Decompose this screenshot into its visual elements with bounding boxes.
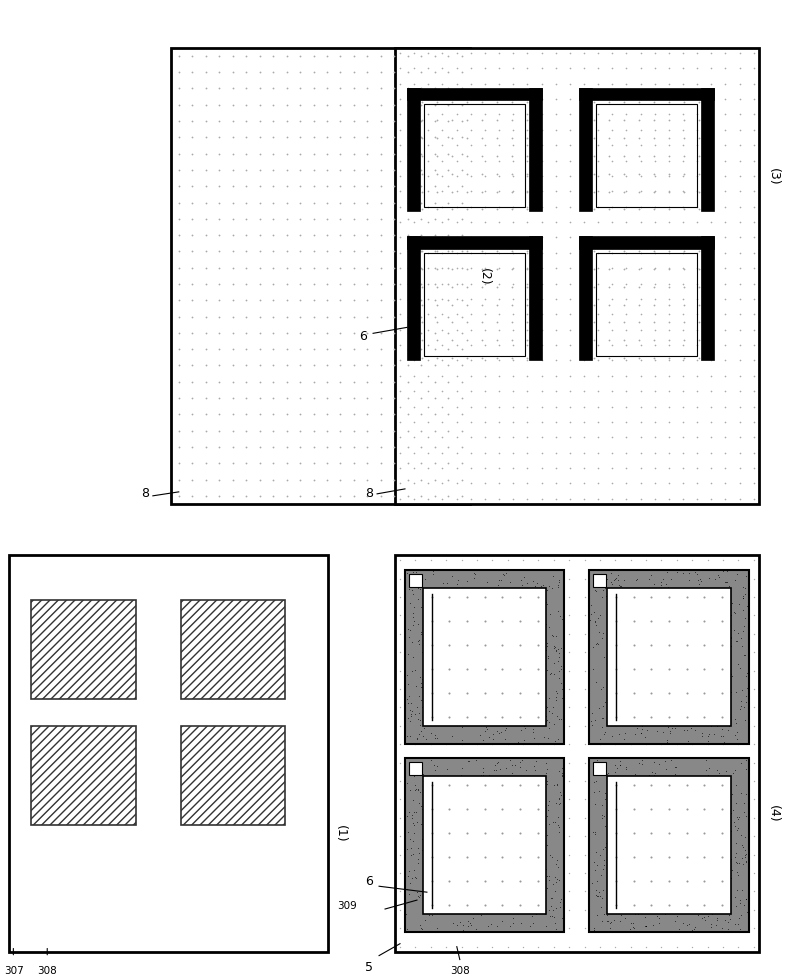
Bar	[407, 237, 542, 250]
Bar	[181, 726, 286, 825]
Bar	[405, 758, 565, 932]
Bar	[593, 762, 606, 775]
Text: 308: 308	[38, 964, 57, 974]
Text: (4): (4)	[767, 804, 780, 822]
Bar	[181, 600, 286, 700]
Bar	[590, 758, 749, 932]
Bar	[405, 571, 565, 743]
Bar	[407, 237, 420, 361]
Text: (3): (3)	[767, 168, 780, 186]
Bar	[424, 254, 525, 357]
Bar	[170, 49, 470, 504]
Text: 5: 5	[365, 959, 373, 972]
Text: (1): (1)	[334, 824, 346, 841]
Bar	[423, 588, 546, 726]
Bar	[579, 237, 592, 361]
Bar	[579, 89, 714, 102]
Bar	[395, 556, 758, 952]
Bar	[423, 777, 546, 914]
Bar	[701, 89, 714, 212]
Bar	[579, 89, 592, 212]
Bar	[701, 237, 714, 361]
Text: 8: 8	[141, 487, 149, 499]
Bar	[607, 588, 731, 726]
Bar	[579, 237, 714, 250]
Bar	[407, 89, 542, 102]
Bar	[424, 106, 525, 208]
Bar	[529, 237, 542, 361]
Bar	[395, 49, 758, 504]
Bar	[10, 556, 328, 952]
Text: 308: 308	[450, 964, 470, 974]
Text: 8: 8	[365, 487, 373, 499]
Bar	[31, 600, 136, 700]
Bar	[590, 571, 749, 743]
Text: 309: 309	[338, 900, 357, 911]
Bar	[593, 574, 606, 587]
Bar	[596, 106, 697, 208]
Bar	[596, 254, 697, 357]
Bar	[409, 574, 422, 587]
Bar	[407, 89, 420, 212]
Text: (2): (2)	[478, 268, 491, 285]
Bar	[607, 777, 731, 914]
Text: 6: 6	[359, 329, 367, 343]
Bar	[31, 726, 136, 825]
Bar	[529, 89, 542, 212]
Text: 6: 6	[366, 874, 373, 887]
Bar	[409, 762, 422, 775]
Text: 307: 307	[4, 964, 24, 974]
